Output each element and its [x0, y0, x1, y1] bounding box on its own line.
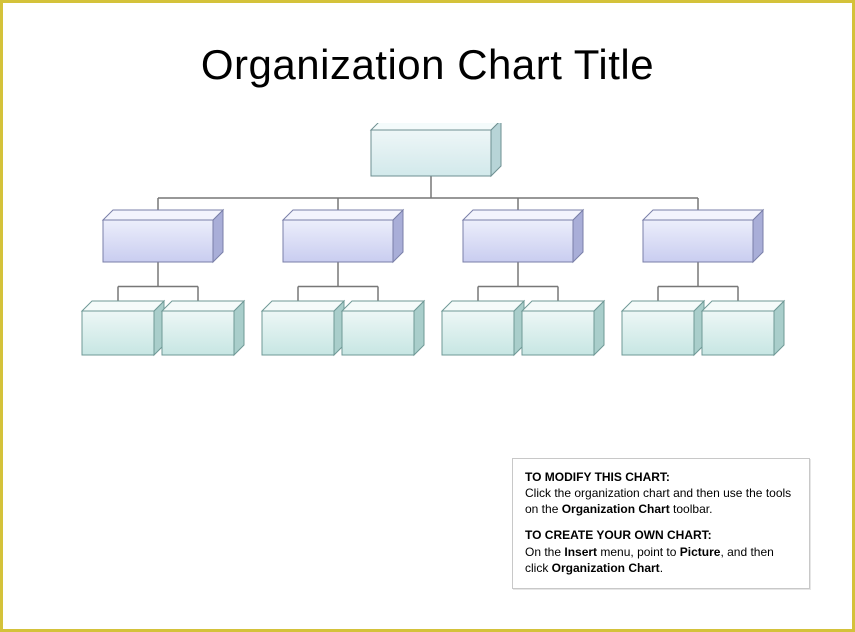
org-node[interactable]	[442, 301, 524, 355]
help-box: TO MODIFY THIS CHART: Click the organiza…	[512, 458, 810, 589]
help-modify-bold-1: Organization Chart	[562, 502, 670, 516]
org-chart[interactable]	[63, 123, 798, 383]
help-create-text-1: On the	[525, 545, 564, 559]
org-node[interactable]	[103, 210, 223, 262]
org-node[interactable]	[702, 301, 784, 355]
help-create-bold-3: Organization Chart	[552, 561, 660, 575]
org-node[interactable]	[162, 301, 244, 355]
org-node[interactable]	[82, 301, 164, 355]
org-node[interactable]	[283, 210, 403, 262]
help-modify-text-2: toolbar.	[670, 502, 713, 516]
org-node[interactable]	[622, 301, 704, 355]
help-create-text-4: .	[660, 561, 663, 575]
org-node[interactable]	[342, 301, 424, 355]
chart-title: Organization Chart Title	[3, 41, 852, 89]
document-frame: Organization Chart Title TO MODIFY THIS …	[0, 0, 855, 632]
org-node[interactable]	[522, 301, 604, 355]
help-create-heading: TO CREATE YOUR OWN CHART:	[525, 528, 712, 542]
help-create-bold-2: Picture	[680, 545, 721, 559]
help-modify-heading: TO MODIFY THIS CHART:	[525, 470, 670, 484]
org-node[interactable]	[371, 123, 501, 176]
org-node[interactable]	[463, 210, 583, 262]
org-node[interactable]	[643, 210, 763, 262]
help-create-text-2: menu, point to	[597, 545, 680, 559]
org-node[interactable]	[262, 301, 344, 355]
help-create-bold-1: Insert	[564, 545, 597, 559]
